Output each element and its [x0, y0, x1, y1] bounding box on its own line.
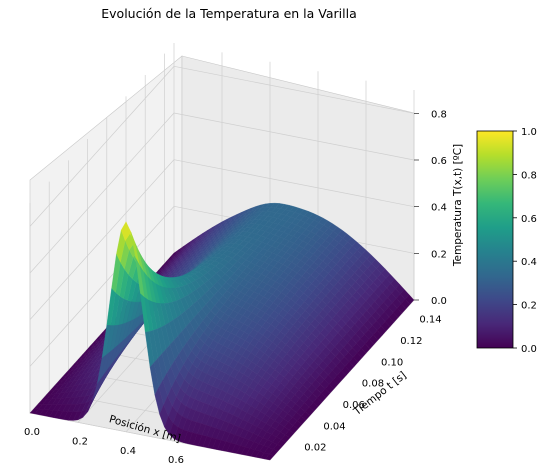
colorbar-tick-label: 0.0 [521, 344, 537, 355]
colorbar-fill [476, 130, 514, 349]
y-tick-label: 0.04 [323, 421, 345, 432]
y-tick-label: 0.12 [400, 336, 422, 347]
z-axis-ticks: 0.0 0.2 0.4 0.6 0.8 [414, 109, 447, 307]
y-tick-label: 0.02 [304, 443, 326, 454]
y-tick-label: 0.08 [362, 379, 384, 390]
x-tick-label: 0.2 [72, 436, 88, 447]
z-tick-label: 0.8 [431, 109, 447, 120]
x-tick-label: 0.4 [120, 446, 136, 457]
colorbar-tick-label: 0.4 [521, 257, 537, 268]
colorbar-tick-label: 0.2 [521, 301, 537, 312]
z-axis-label: Temperatura T(x,t) [ºC] [452, 144, 464, 267]
z-tick-label: 0.4 [431, 203, 447, 214]
x-tick-label: 0.0 [24, 427, 40, 438]
colorbar-ticks: 0.0 0.2 0.4 0.6 0.8 1.0 [513, 127, 537, 355]
surface-patch [264, 453, 275, 461]
z-tick-label: 0.0 [431, 296, 447, 307]
chart-title: Evolución de la Temperatura en la Varill… [101, 6, 356, 21]
y-axis-label: Tiempo t [s] [351, 369, 409, 418]
x-tick-label: 0.6 [168, 455, 184, 465]
colorbar: 0.0 0.2 0.4 0.6 0.8 1.0 [476, 127, 537, 355]
colorbar-tick-label: 1.0 [521, 127, 537, 138]
y-tick-label: 0.06 [343, 400, 365, 411]
y-tick-label: 0.14 [419, 315, 441, 326]
colorbar-tick-label: 0.8 [521, 170, 537, 181]
temperature-surface [29, 202, 415, 461]
colorbar-tick-label: 0.6 [521, 214, 537, 225]
z-tick-label: 0.6 [431, 156, 447, 167]
z-tick-label: 0.2 [431, 249, 447, 260]
y-tick-label: 0.10 [381, 357, 403, 368]
